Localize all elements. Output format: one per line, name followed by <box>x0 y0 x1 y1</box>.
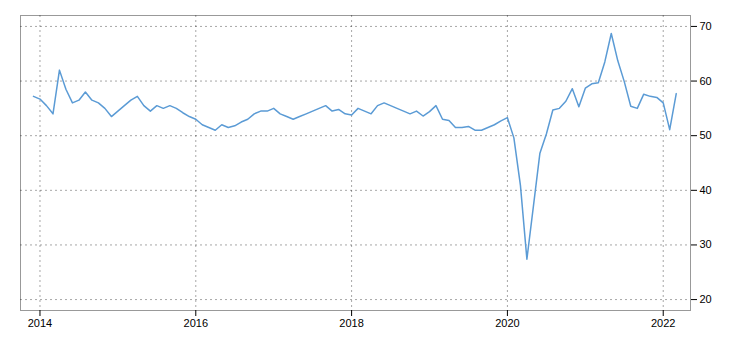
svg-text:70: 70 <box>700 20 712 32</box>
svg-text:50: 50 <box>700 129 712 141</box>
svg-text:2016: 2016 <box>184 317 208 329</box>
svg-text:20: 20 <box>700 293 712 305</box>
svg-text:2018: 2018 <box>339 317 363 329</box>
svg-text:2022: 2022 <box>651 317 675 329</box>
svg-text:30: 30 <box>700 238 712 250</box>
svg-text:2014: 2014 <box>28 317 52 329</box>
svg-text:60: 60 <box>700 75 712 87</box>
svg-text:40: 40 <box>700 184 712 196</box>
svg-text:2020: 2020 <box>495 317 519 329</box>
